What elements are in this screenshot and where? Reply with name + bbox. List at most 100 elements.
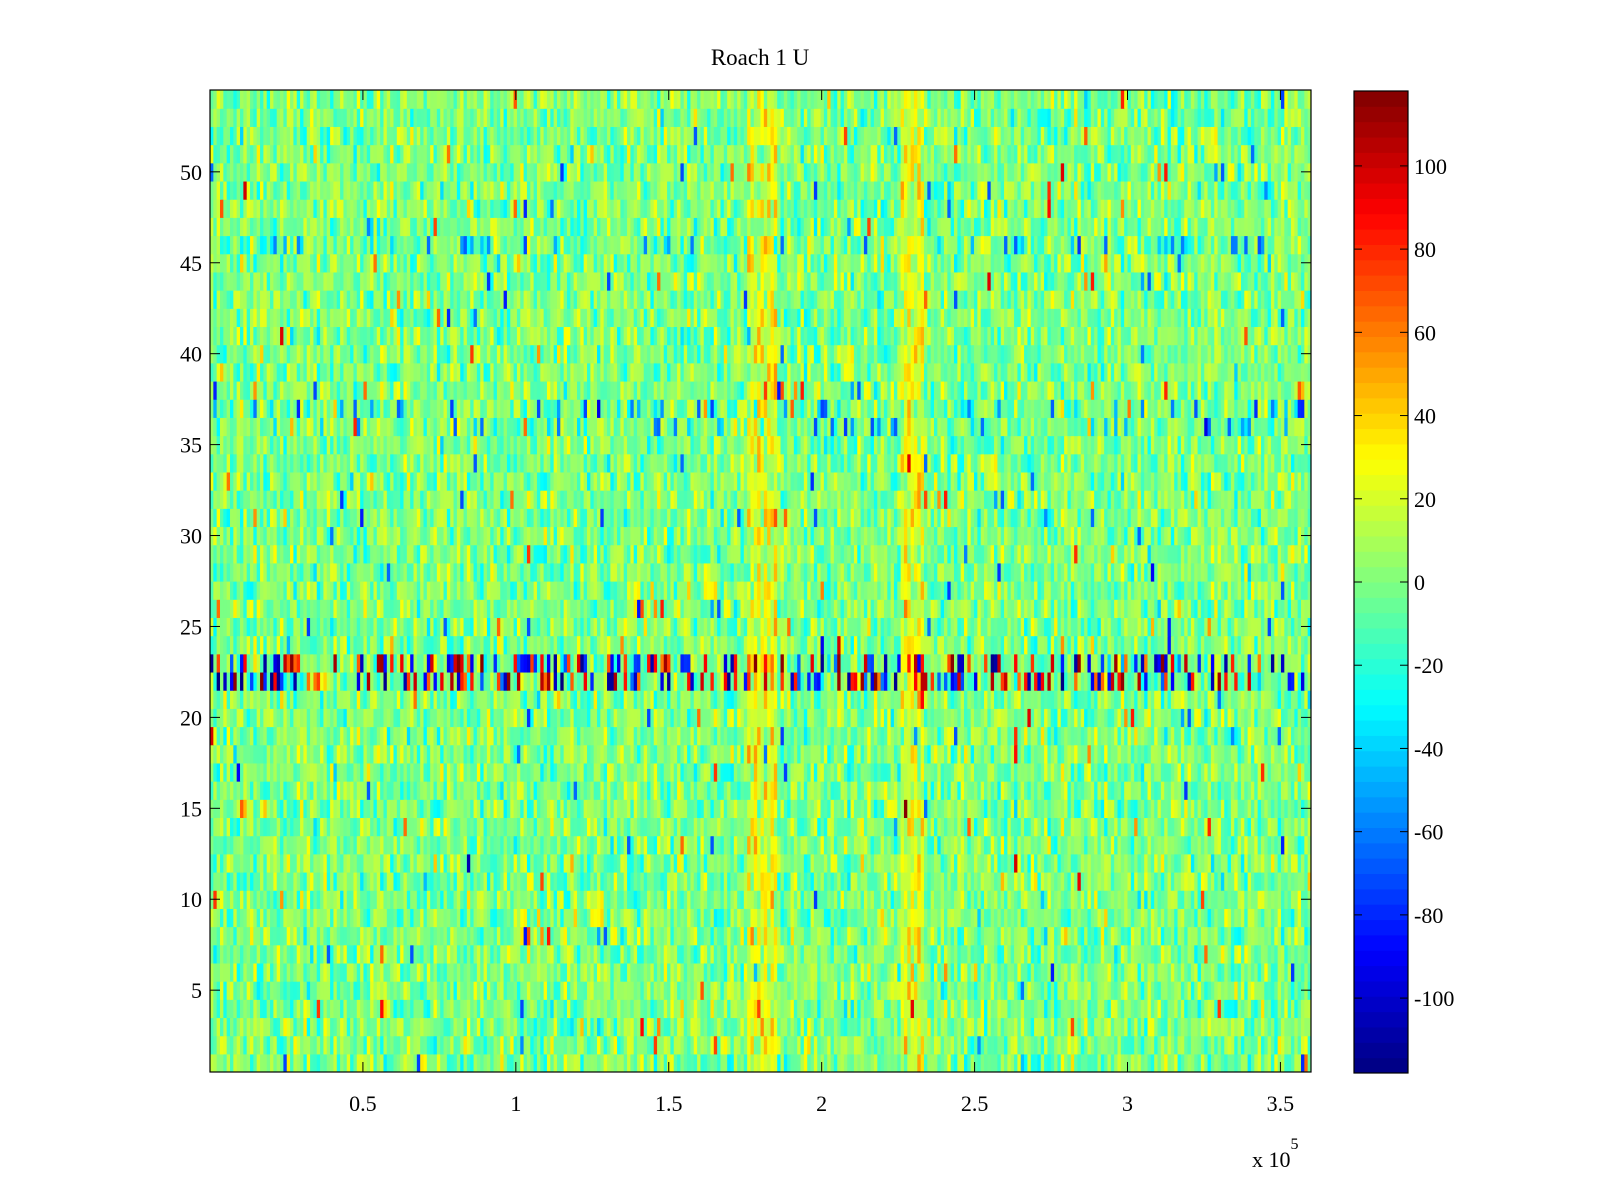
- heatmap-cell: [683, 853, 688, 873]
- heatmap-cell: [767, 908, 772, 928]
- heatmap-cell: [820, 926, 825, 946]
- heatmap-cell: [346, 1053, 351, 1072]
- heatmap-cell: [817, 926, 822, 946]
- heatmap-cell: [303, 999, 308, 1019]
- heatmap-cell: [1227, 1035, 1232, 1055]
- heatmap-cell: [333, 981, 338, 1000]
- heatmap-cell: [393, 871, 398, 891]
- heatmap-cell: [313, 890, 318, 909]
- heatmap-cell: [760, 835, 765, 855]
- heatmap-cell: [1100, 817, 1105, 837]
- heatmap-cell: [453, 908, 458, 928]
- heatmap-cell: [350, 853, 355, 873]
- heatmap-cell: [1154, 908, 1159, 928]
- heatmap-cell: [1204, 1035, 1209, 1055]
- heatmap-cell: [900, 981, 905, 1000]
- heatmap-cell: [1154, 871, 1159, 891]
- heatmap-cell: [546, 871, 551, 891]
- heatmap-cell: [930, 871, 935, 891]
- heatmap-cell: [650, 890, 655, 909]
- heatmap-cell: [907, 871, 912, 891]
- heatmap-cell: [1297, 835, 1302, 855]
- heatmap-cell: [373, 908, 378, 928]
- heatmap-cell: [1270, 1053, 1275, 1072]
- heatmap-cell: [803, 871, 808, 891]
- heatmap-cell: [1170, 853, 1175, 873]
- heatmap-cell: [750, 1053, 755, 1072]
- heatmap-cell: [1064, 999, 1069, 1019]
- heatmap-cell: [520, 1035, 525, 1055]
- heatmap-cell: [383, 962, 388, 982]
- heatmap-cell: [366, 799, 371, 819]
- heatmap-cell: [1140, 817, 1145, 837]
- heatmap-cell: [990, 981, 995, 1000]
- heatmap-cell: [540, 853, 545, 873]
- heatmap-cell: [426, 962, 431, 982]
- heatmap-cell: [773, 871, 778, 891]
- heatmap-cell: [1107, 853, 1112, 873]
- heatmap-cell: [580, 926, 585, 946]
- heatmap-cell: [1154, 1017, 1159, 1037]
- heatmap-cell: [940, 835, 945, 855]
- heatmap-cell: [520, 853, 525, 873]
- heatmap-cell: [690, 926, 695, 946]
- heatmap-cell: [1104, 890, 1109, 909]
- heatmap-cell: [727, 799, 732, 819]
- heatmap-cell: [346, 1017, 351, 1037]
- heatmap-cell: [566, 926, 571, 946]
- heatmap-cell: [1237, 1053, 1242, 1072]
- heatmap-cell: [747, 1017, 752, 1037]
- heatmap-cell: [1054, 799, 1059, 819]
- heatmap-cell: [1050, 962, 1055, 982]
- heatmap-cell: [920, 962, 925, 982]
- heatmap-cell: [954, 944, 958, 964]
- heatmap-cell: [1177, 890, 1182, 909]
- heatmap-cell: [493, 944, 498, 964]
- heatmap-cell: [493, 926, 498, 946]
- heatmap-cell: [333, 871, 338, 891]
- heatmap-cell: [496, 853, 501, 873]
- heatmap-cell: [797, 890, 802, 909]
- heatmap-cell: [1114, 926, 1119, 946]
- heatmap-cell: [390, 890, 395, 909]
- heatmap-cell: [927, 981, 932, 1000]
- heatmap-cell: [1067, 835, 1072, 855]
- heatmap-cell: [1074, 999, 1079, 1019]
- heatmap-cell: [663, 926, 668, 946]
- heatmap-cell: [1014, 799, 1018, 819]
- heatmap-cell: [1184, 871, 1189, 891]
- heatmap-cell: [703, 944, 708, 964]
- heatmap-cell: [1190, 817, 1195, 837]
- heatmap-cell: [910, 817, 915, 837]
- heatmap-cell: [583, 817, 588, 837]
- heatmap-cell: [510, 1035, 515, 1055]
- heatmap-cell: [883, 890, 888, 909]
- heatmap-cell: [910, 1035, 915, 1055]
- heatmap-cell: [937, 962, 942, 982]
- heatmap-cell: [927, 944, 932, 964]
- heatmap-cell: [240, 817, 244, 837]
- heatmap-cell: [310, 1053, 315, 1072]
- heatmap-cell: [1100, 871, 1105, 891]
- heatmap-cell: [903, 817, 908, 837]
- heatmap-cell: [583, 835, 588, 855]
- heatmap-cell: [1080, 817, 1085, 837]
- heatmap-cell: [967, 1035, 972, 1055]
- heatmap-cell: [950, 835, 955, 855]
- heatmap-cell: [226, 871, 231, 891]
- heatmap-cell: [920, 817, 925, 837]
- heatmap-cell: [847, 1035, 852, 1055]
- heatmap-cell: [660, 817, 665, 837]
- heatmap-cell: [253, 835, 258, 855]
- heatmap-cell: [1124, 944, 1129, 964]
- heatmap-cell: [400, 890, 405, 909]
- heatmap-cell: [964, 853, 968, 873]
- heatmap-cell: [466, 1035, 471, 1055]
- heatmap-cell: [720, 962, 725, 982]
- heatmap-cell: [823, 962, 828, 982]
- heatmap-cell: [737, 799, 742, 819]
- heatmap-cell: [1200, 1017, 1205, 1037]
- heatmap-cell: [343, 981, 348, 1000]
- heatmap-cell: [320, 944, 325, 964]
- heatmap-cell: [643, 1053, 648, 1072]
